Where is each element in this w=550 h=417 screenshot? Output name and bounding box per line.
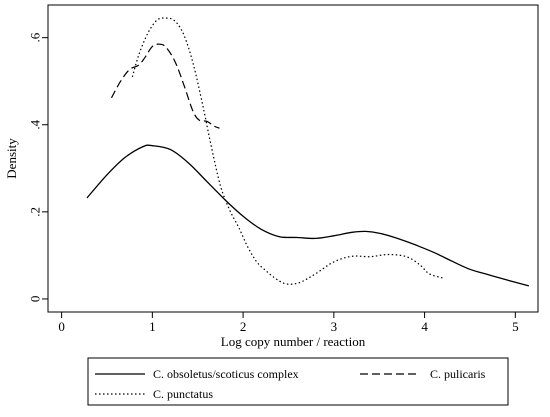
x-tick-label: 1 — [149, 319, 156, 334]
plot-frame — [47, 4, 539, 313]
x-axis: 0 1 2 3 4 5 — [58, 312, 519, 334]
x-axis-title: Log copy number / reaction — [221, 334, 366, 349]
y-tick-label: .2 — [28, 207, 43, 217]
y-axis: 0 .2 .4 .6 — [28, 32, 48, 303]
legend-label-pulicaris: C. pulicaris — [430, 367, 486, 381]
x-tick-label: 5 — [512, 319, 519, 334]
legend-label-obsoletus: C. obsoletus/scoticus complex — [153, 367, 299, 381]
series-layer — [86, 17, 530, 287]
y-tick-label: 0 — [28, 296, 43, 303]
series-line-obsoletus — [86, 144, 530, 287]
x-tick-label: 3 — [331, 319, 338, 334]
y-tick-label: .4 — [28, 119, 43, 129]
series-line-punctatus — [131, 17, 443, 285]
x-tick-label: 0 — [58, 319, 65, 334]
legend-label-punctatus: C. punctatus — [153, 387, 213, 401]
series-line-pulicaris — [110, 43, 220, 129]
legend-box — [87, 357, 509, 406]
y-axis-title: Density — [4, 138, 19, 179]
x-tick-label: 4 — [421, 319, 428, 334]
y-tick-label: .6 — [28, 32, 43, 42]
x-tick-label: 2 — [240, 319, 247, 334]
legend: C. obsoletus/scoticus complex C. pulicari… — [87, 357, 509, 406]
